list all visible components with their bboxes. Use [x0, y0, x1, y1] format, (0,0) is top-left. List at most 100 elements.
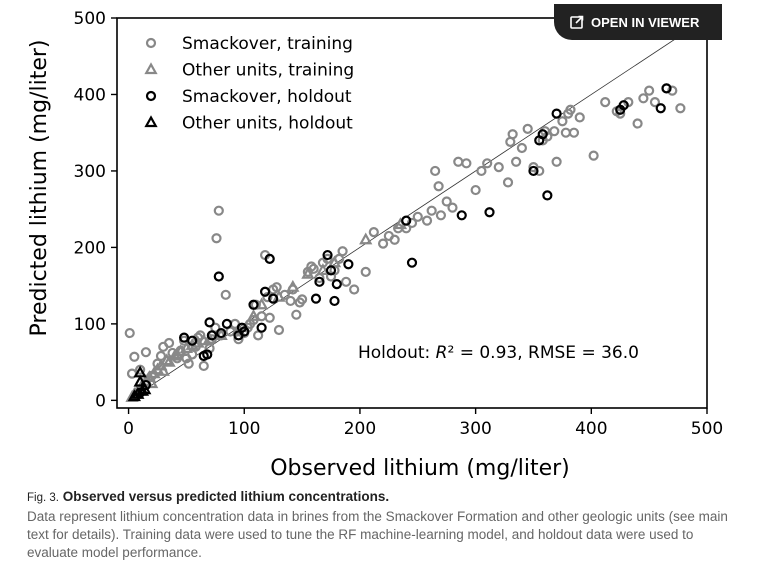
- point-smackover-holdout-36: [618, 100, 629, 111]
- point-other-units-training-28: [301, 266, 315, 279]
- point-smackover-training-27: [220, 289, 231, 300]
- point-smackover-training-75: [435, 210, 447, 221]
- point-smackover-training-43: [273, 324, 285, 336]
- legend-label-other-units-holdout: Other units, holdout: [182, 114, 353, 134]
- point-smackover-training-64: [377, 238, 389, 249]
- point-smackover-training-51: [306, 261, 317, 272]
- point-smackover-training-91: [534, 165, 545, 177]
- point-other-units-training-30: [327, 255, 342, 268]
- y-tick-label-400: 400: [74, 85, 106, 105]
- point-smackover-training-66: [389, 234, 400, 245]
- point-smackover-holdout-9: [216, 327, 227, 339]
- point-smackover-holdout-22: [325, 265, 337, 276]
- point-smackover-training-102: [574, 112, 585, 123]
- point-smackover-training-108: [632, 118, 643, 129]
- point-smackover-training-114: [675, 103, 686, 114]
- point-smackover-training-24: [211, 233, 222, 244]
- point-smackover-holdout-2: [178, 332, 190, 343]
- point-other-units-holdout-2: [133, 374, 147, 387]
- x-tick-label-500: 500: [691, 419, 723, 439]
- point-smackover-training-97: [557, 116, 568, 127]
- point-smackover-holdout-19: [310, 293, 322, 304]
- point-smackover-holdout-29: [484, 207, 495, 218]
- point-smackover-holdout-30: [528, 165, 539, 177]
- legend-label-smackover-training: Smackover, training: [182, 34, 353, 54]
- caption-heading: Fig. 3. Observed versus predicted lithiu…: [27, 488, 742, 507]
- point-smackover-training-86: [507, 129, 518, 140]
- x-tick-label-300: 300: [459, 419, 491, 439]
- point-other-units-training-22: [214, 328, 228, 340]
- figure-caption: Fig. 3. Observed versus predicted lithiu…: [27, 488, 742, 562]
- point-smackover-holdout-28: [456, 210, 467, 221]
- scatter-chart: 0 100 200 300 400 500 0 100 200 300 400 500 Observed…: [27, 9, 723, 481]
- y-tick-label-0: 0: [95, 391, 106, 411]
- point-smackover-training-109: [638, 93, 649, 104]
- point-smackover-training-45: [285, 295, 296, 307]
- open-in-viewer-button[interactable]: OPEN IN VIEWER: [554, 4, 722, 40]
- point-smackover-holdout-25: [343, 259, 354, 270]
- point-smackover-training-47: [291, 309, 302, 320]
- point-smackover-training-74: [433, 181, 444, 192]
- figure-title: Observed versus predicted lithium concen…: [62, 489, 390, 504]
- legend-marker-other-units-training: [144, 62, 158, 75]
- point-smackover-training-40: [264, 312, 275, 323]
- point-other-units-holdout-0: [127, 389, 141, 402]
- point-smackover-holdout-21: [322, 249, 333, 261]
- point-smackover-holdout-13: [239, 326, 250, 337]
- point-smackover-training-70: [412, 211, 423, 222]
- point-smackover-holdout-18: [268, 293, 279, 304]
- point-smackover-training-69: [406, 217, 418, 229]
- x-tick-label-200: 200: [344, 419, 376, 439]
- point-smackover-training-4: [140, 347, 152, 358]
- point-smackover-holdout-5: [202, 349, 213, 360]
- point-smackover-training-100: [565, 104, 576, 115]
- point-smackover-training-103: [588, 150, 599, 161]
- point-smackover-training-83: [493, 162, 504, 173]
- legend-label-other-units-training: Other units, training: [182, 61, 354, 81]
- point-smackover-training-96: [551, 156, 562, 167]
- point-smackover-training-111: [649, 97, 661, 108]
- point-smackover-holdout-14: [248, 299, 259, 310]
- point-smackover-holdout-7: [206, 330, 217, 341]
- y-tick-label-200: 200: [74, 238, 106, 258]
- point-smackover-training-87: [511, 156, 522, 167]
- point-smackover-training-98: [560, 127, 571, 138]
- point-smackover-training-2: [129, 351, 140, 362]
- point-smackover-holdout-38: [661, 83, 672, 94]
- caption-body: Data represent lithium concentration dat…: [27, 509, 728, 560]
- point-smackover-holdout-34: [551, 108, 562, 119]
- point-smackover-holdout-8: [213, 271, 224, 282]
- legend-marker-smackover-training: [145, 37, 157, 49]
- point-other-units-training-24: [246, 308, 261, 321]
- point-smackover-training-72: [426, 205, 437, 216]
- y-axis-title: Predicted lithium (mg/liter): [27, 40, 52, 337]
- point-other-units-training-31: [359, 232, 373, 245]
- point-other-units-training-13: [162, 354, 176, 367]
- point-other-units-training-27: [286, 279, 300, 292]
- point-smackover-training-106: [615, 108, 626, 119]
- open-in-viewer-label: OPEN IN VIEWER: [591, 14, 700, 30]
- point-smackover-training-78: [453, 156, 464, 167]
- point-smackover-training-0: [124, 327, 135, 339]
- point-smackover-training-80: [470, 184, 481, 196]
- point-other-units-holdout-5: [138, 382, 152, 395]
- point-smackover-holdout-23: [329, 295, 340, 307]
- point-smackover-training-55: [322, 253, 333, 264]
- point-smackover-holdout-24: [331, 279, 342, 290]
- point-smackover-training-60: [340, 276, 352, 287]
- point-smackover-training-104: [600, 97, 611, 108]
- point-smackover-training-39: [262, 292, 273, 303]
- point-smackover-training-76: [441, 196, 452, 207]
- point-smackover-training-52: [308, 263, 319, 274]
- point-smackover-training-82: [482, 158, 493, 169]
- point-smackover-holdout-10: [221, 318, 233, 329]
- holdout-stats-annotation: Holdout: R² = 0.93, RMSE = 36.0: [358, 343, 639, 363]
- point-smackover-training-73: [430, 165, 441, 177]
- point-smackover-holdout-15: [256, 322, 267, 333]
- point-smackover-holdout-20: [314, 276, 325, 287]
- point-smackover-training-89: [522, 123, 533, 134]
- point-smackover-holdout-37: [655, 103, 666, 114]
- figure-label: Fig. 3.: [27, 492, 59, 504]
- point-smackover-training-15: [183, 358, 194, 369]
- point-smackover-training-42: [271, 282, 282, 293]
